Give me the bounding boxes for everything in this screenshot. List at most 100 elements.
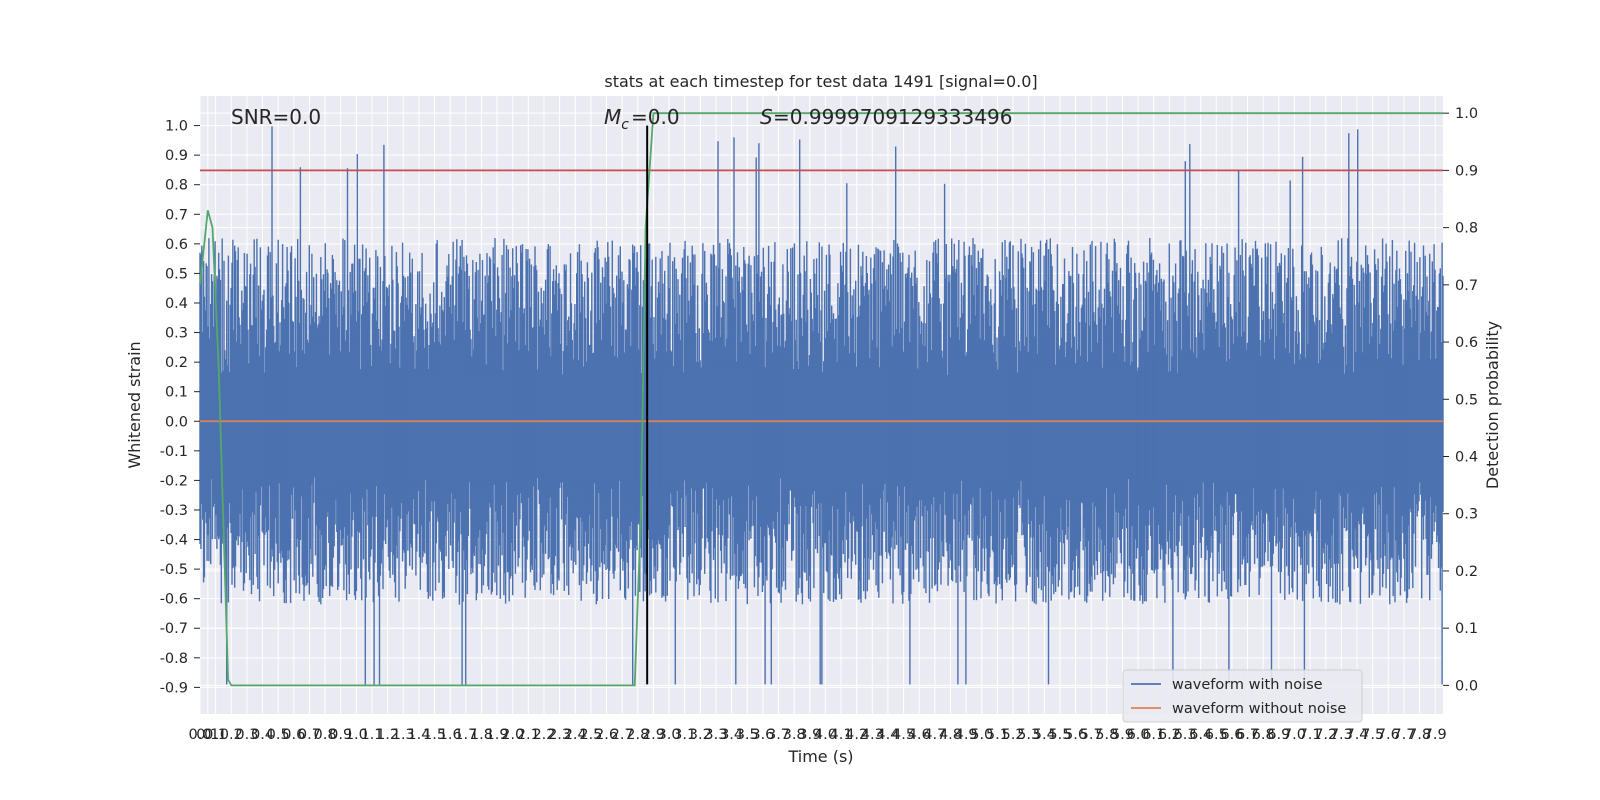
x-tick-label: 1.5 [423,727,446,743]
x-tick-label: 5.5 [1048,727,1071,743]
x-tick-label: 7.8 [1408,727,1431,743]
x-tick-label: 7.3 [1330,727,1353,743]
x-tick-label: 3.5 [736,727,759,743]
x-tick-label: 7.5 [1361,727,1384,743]
x-tick-label: 6.9 [1267,727,1290,743]
y2-tick-label: 0.6 [1455,335,1478,351]
x-tick-label: 0.1 [196,727,219,743]
series-layer [199,112,1444,687]
svg-text:S: S [760,105,773,129]
x-tick-label: 2.4 [564,727,587,743]
annotation-snr: SNR=0.0 [231,105,321,129]
y-tick-label: 0.2 [165,355,188,371]
x-tick-label: 2.6 [595,727,618,743]
svg-text:=0.9999709129333496: =0.9999709129333496 [773,105,1012,129]
y-tick-label: 0.9 [165,148,188,164]
y-tick-label: 0.1 [165,385,188,401]
legend-label-clean: waveform without noise [1172,701,1346,717]
series-waveform-with-noise-core [199,126,1444,685]
x-tick-label: 6.1 [1142,727,1165,743]
y-axis-label: Whitened strain [125,341,144,468]
x-tick-label: 1.0 [345,727,368,743]
x-tick-label: 5.2 [1002,727,1025,743]
y-tick-label: 1.0 [165,119,188,135]
y2-tick-label: 0.7 [1455,278,1478,294]
x-tick-label: 0.5 [267,727,290,743]
y-tick-label: -0.5 [160,562,188,578]
x-tick-label: 3.8 [783,727,806,743]
x-tick-label: 1.7 [454,727,477,743]
x-tick-label: 7.4 [1345,727,1368,743]
x-tick-label: 2.3 [548,727,571,743]
x-tick-label: 2.9 [642,727,665,743]
y2-tick-label: 0.5 [1455,392,1478,408]
x-tick-label: 0.0 [188,727,211,743]
svg-text:=0.0: =0.0 [631,105,680,129]
y-tick-label: -0.4 [160,533,188,549]
x-tick-label: 6.0 [1127,727,1150,743]
x-tick-label: 6.7 [1236,727,1259,743]
x-tick-label: 4.4 [876,727,899,743]
x-tick-label: 2.1 [517,727,540,743]
x-tick-label: 3.6 [751,727,774,743]
x-tick-label: 1.6 [439,727,462,743]
x-tick-label: 1.3 [392,727,415,743]
chart-title: stats at each timestep for test data 149… [604,72,1037,91]
x-tick-label: 5.6 [1064,727,1087,743]
x-tick-label: 5.1 [986,727,1009,743]
x-tick-label: 6.6 [1220,727,1243,743]
x-tick-label: 7.1 [1299,727,1322,743]
x-tick-label: 4.6 [908,727,931,743]
x-tick-label: 4.3 [861,727,884,743]
x-tick-label: 0.2 [220,727,243,743]
y2-tick-label: 0.9 [1455,163,1478,179]
x-tick-label: 5.8 [1095,727,1118,743]
x-tick-label: 7.7 [1392,727,1415,743]
x-tick-label: 1.4 [407,727,430,743]
x-tick-label: 1.9 [486,727,509,743]
x-tick-label: 0.9 [329,727,352,743]
x-tick-label: 4.8 [939,727,962,743]
y-tick-label: 0.3 [165,326,188,342]
x-tick-label: 0.6 [282,727,305,743]
x-tick-label: 5.3 [1017,727,1040,743]
y-ticks: 1.0 0.9 0.8 0.7 0.6 0.5 0.4 0.3 0.2 0.1 0.0 -0.1 -0.… [160,119,200,696]
y2-tick-label: 0.8 [1455,221,1478,237]
x-tick-label: 7.2 [1314,727,1337,743]
x-tick-label: 3.9 [798,727,821,743]
y2-tick-label: 0.3 [1455,507,1478,523]
x-tick-label: 6.8 [1252,727,1275,743]
x-tick-label: 5.7 [1080,727,1103,743]
y-tick-label: 0.7 [165,207,188,223]
x-tick-label: 4.2 [845,727,868,743]
x-tick-label: 2.0 [501,727,524,743]
x-tick-label: 3.4 [720,727,743,743]
x-tick-label: 2.2 [532,727,555,743]
x-tick-label: 2.7 [611,727,634,743]
annotation-mc: Mc =0.0 [604,105,680,133]
y2-tick-label: 1.0 [1455,106,1478,122]
y-tick-label: 0.5 [165,266,188,282]
y-tick-label: 0.8 [165,178,188,194]
y-tick-label: 0.6 [165,237,188,253]
x-tick-label: 5.4 [1033,727,1056,743]
x-tick-label: 1.1 [360,727,383,743]
legend: waveform with noise waveform without noi… [1122,669,1363,723]
x-tick-label: 0.4 [251,727,274,743]
x-tick-label: 3.0 [658,727,681,743]
series-detection-probability [199,112,1443,687]
x-tick-label: 2.5 [579,727,602,743]
y-tick-label: -0.9 [160,680,188,696]
x-tick-label: 1.8 [470,727,493,743]
y2-tick-label: 0.4 [1455,450,1478,466]
y-tick-label: -0.7 [160,621,188,637]
y-tick-label: 0.4 [165,296,188,312]
x-tick-label: 6.2 [1158,727,1181,743]
y-tick-label: -0.8 [160,651,188,667]
legend-box [1122,669,1363,723]
x-tick-label: 2.8 [626,727,649,743]
y-tick-label: -0.6 [160,592,188,608]
y2-tick-label: 0.0 [1455,678,1478,694]
x-axis-label: Time (s) [787,747,853,766]
